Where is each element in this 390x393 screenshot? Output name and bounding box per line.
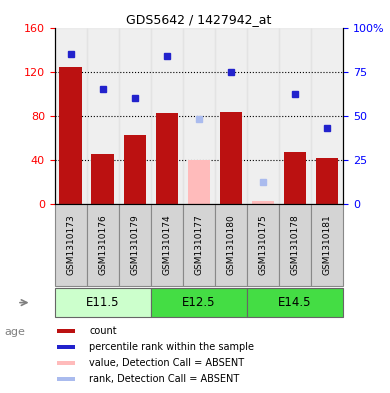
Bar <box>279 28 311 204</box>
Bar <box>151 288 247 318</box>
Text: E14.5: E14.5 <box>278 296 312 309</box>
Bar <box>57 376 75 380</box>
Bar <box>252 201 274 204</box>
Bar <box>119 28 151 204</box>
Bar <box>87 28 119 204</box>
Bar <box>57 329 75 333</box>
Bar <box>247 204 279 286</box>
Text: percentile rank within the sample: percentile rank within the sample <box>89 342 254 352</box>
Bar <box>57 345 75 349</box>
Bar <box>311 204 343 286</box>
Bar <box>59 67 82 204</box>
Bar <box>124 135 146 204</box>
Text: GSM1310180: GSM1310180 <box>227 215 236 275</box>
Bar <box>188 160 210 204</box>
Text: count: count <box>89 326 117 336</box>
Text: value, Detection Call = ABSENT: value, Detection Call = ABSENT <box>89 358 245 368</box>
Bar <box>183 204 215 286</box>
Bar <box>215 204 247 286</box>
Bar <box>151 204 183 286</box>
Bar <box>57 361 75 365</box>
Text: E11.5: E11.5 <box>86 296 119 309</box>
Bar <box>247 28 279 204</box>
Bar <box>92 154 114 204</box>
Text: GSM1310174: GSM1310174 <box>162 215 171 275</box>
Bar <box>284 152 306 204</box>
Bar <box>215 28 247 204</box>
Text: age: age <box>4 327 25 337</box>
Bar <box>311 28 343 204</box>
Text: GSM1310177: GSM1310177 <box>194 215 204 275</box>
Bar <box>151 28 183 204</box>
Text: GSM1310173: GSM1310173 <box>66 215 75 275</box>
Title: GDS5642 / 1427942_at: GDS5642 / 1427942_at <box>126 13 271 26</box>
Text: GSM1310175: GSM1310175 <box>259 215 268 275</box>
Text: E12.5: E12.5 <box>182 296 216 309</box>
Text: GSM1310179: GSM1310179 <box>130 215 139 275</box>
Text: GSM1310181: GSM1310181 <box>323 215 332 275</box>
Bar <box>316 158 339 204</box>
Bar <box>55 288 151 318</box>
Text: rank, Detection Call = ABSENT: rank, Detection Call = ABSENT <box>89 373 239 384</box>
Text: GSM1310178: GSM1310178 <box>291 215 300 275</box>
Bar <box>183 28 215 204</box>
Bar <box>156 113 178 204</box>
Bar <box>55 204 87 286</box>
Bar <box>119 204 151 286</box>
Bar <box>220 112 242 204</box>
Bar <box>87 204 119 286</box>
Bar <box>247 288 343 318</box>
Bar <box>279 204 311 286</box>
Bar <box>55 28 87 204</box>
Text: GSM1310176: GSM1310176 <box>98 215 107 275</box>
